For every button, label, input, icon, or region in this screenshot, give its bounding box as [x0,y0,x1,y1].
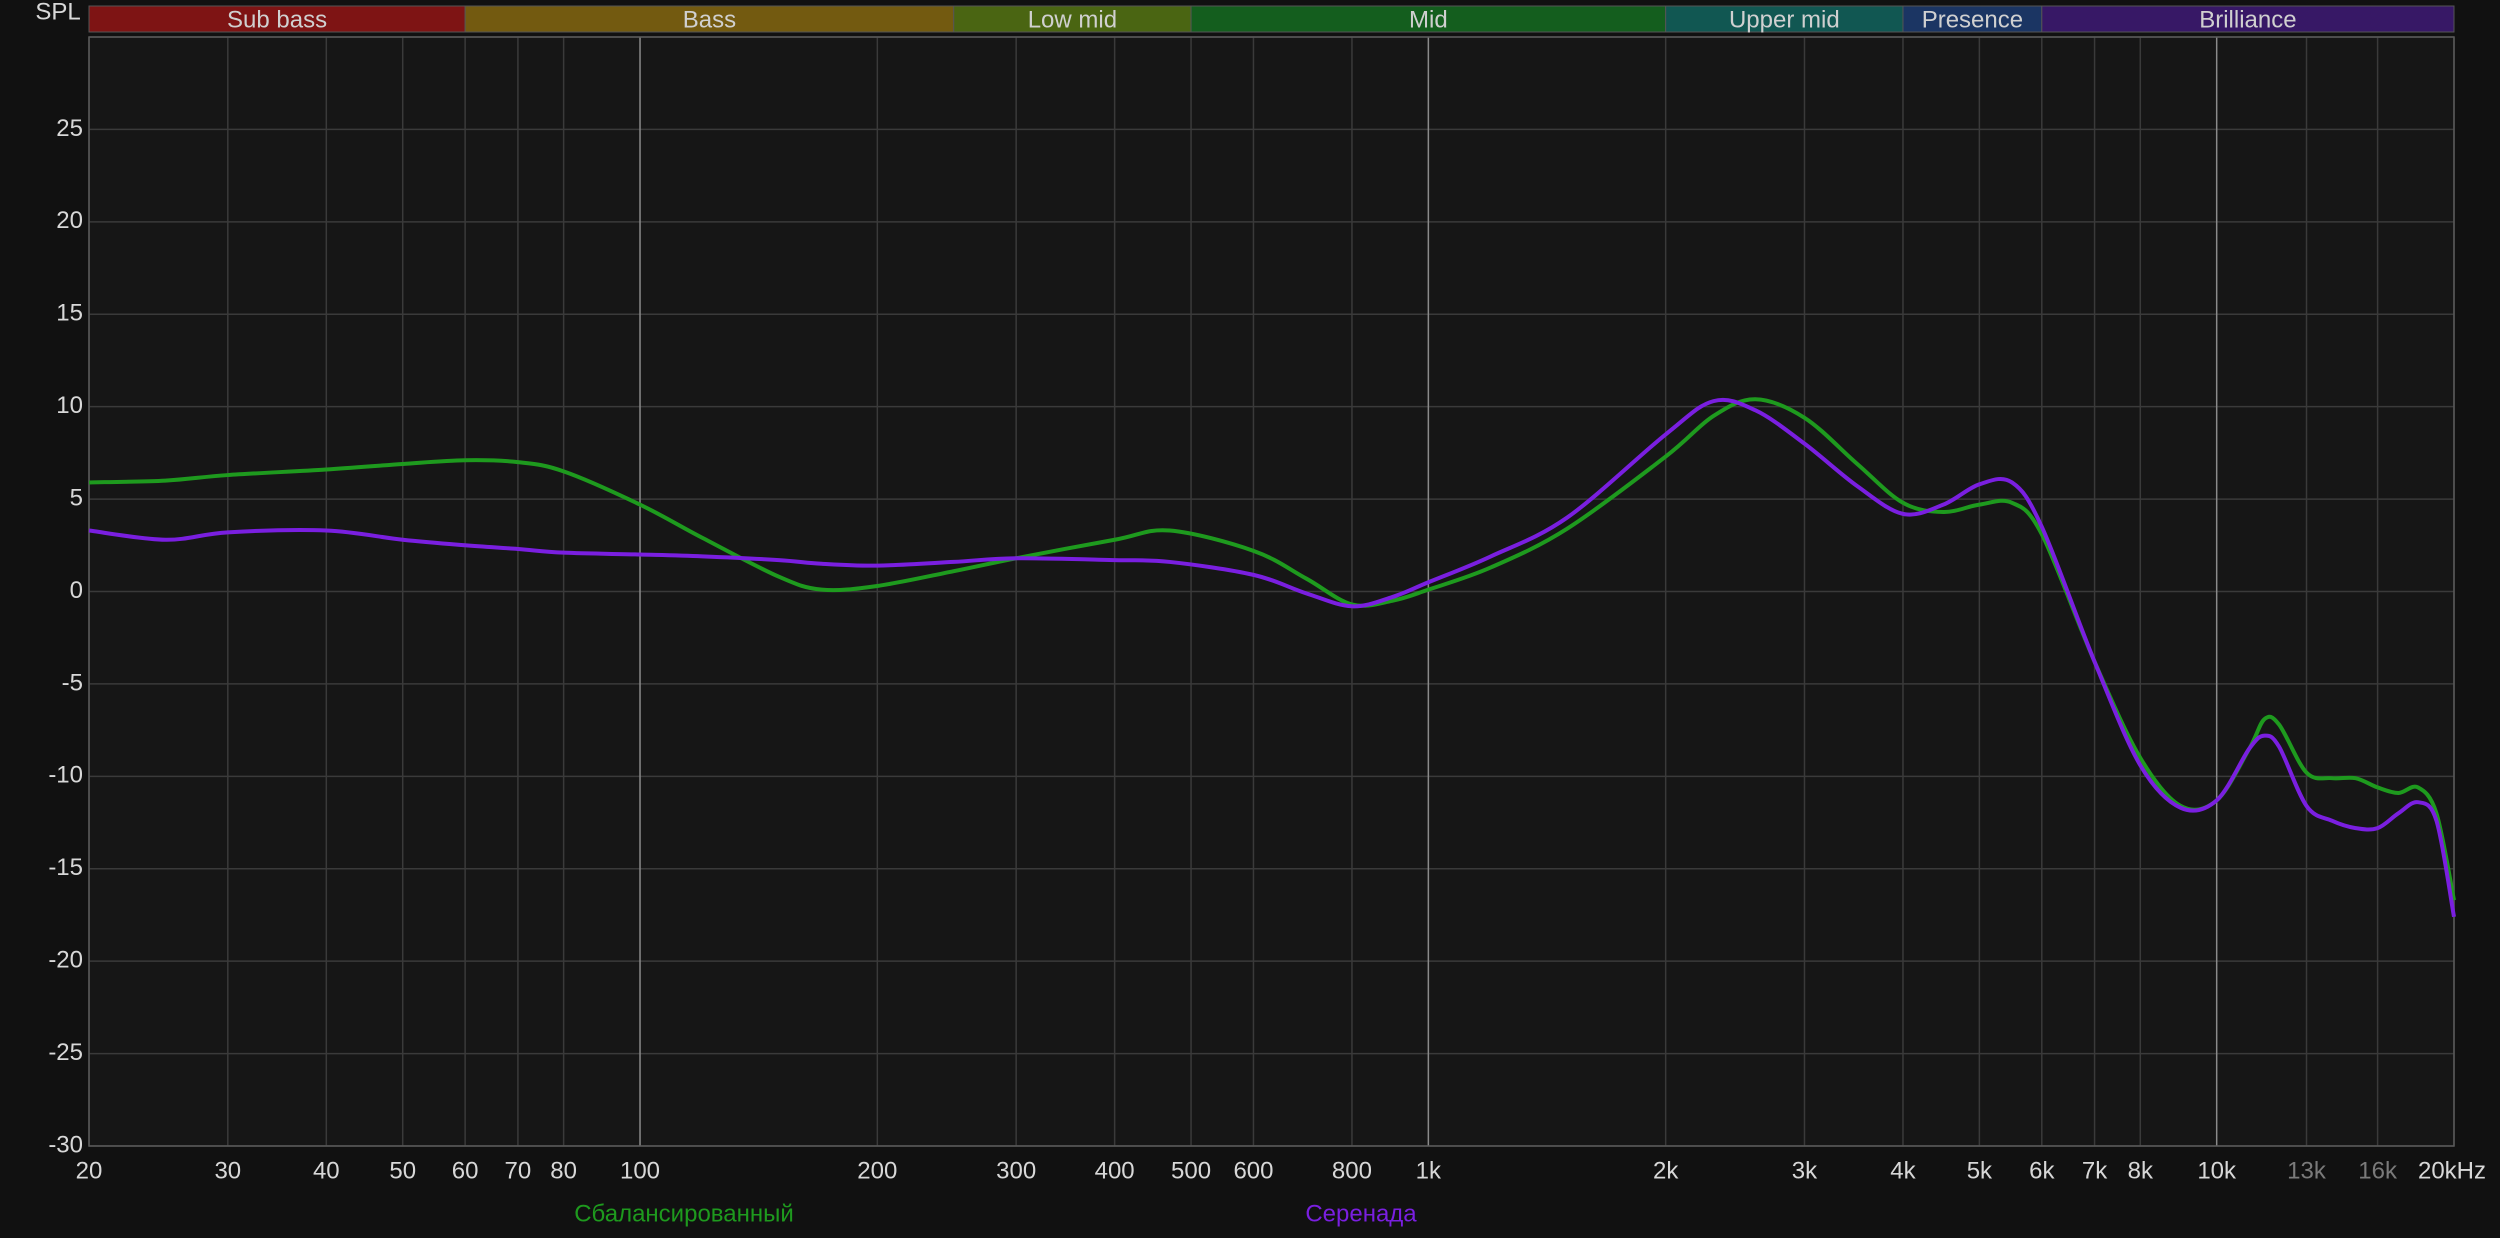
y-tick-label: 10 [56,392,83,419]
x-tick-label: 2k [1653,1157,1679,1184]
x-tick-label: 16k [2358,1157,2398,1184]
band-label: Upper mid [1729,6,1840,33]
band-label: Brilliance [2199,6,2296,33]
x-tick-label: 40 [313,1157,340,1184]
band-label: Mid [1409,6,1448,33]
band-label: Low mid [1028,6,1117,33]
x-tick-label: 7k [2082,1157,2108,1184]
y-tick-label: 5 [70,484,83,511]
x-tick-label: 4k [1890,1157,1916,1184]
x-tick-label: 300 [996,1157,1036,1184]
x-tick-label: 800 [1332,1157,1372,1184]
line-series [88,397,2456,918]
x-tick-label: 50 [389,1157,416,1184]
legend-entry: Серенада [1305,1200,1417,1227]
x-tick-label: 60 [452,1157,479,1184]
y-tick-label: -5 [62,669,83,696]
y-axis-label: SPL [35,0,80,25]
band [1665,5,1904,33]
x-tick-label: 400 [1095,1157,1135,1184]
y-tick-label: -15 [48,854,83,881]
x-tick-label: 200 [857,1157,897,1184]
x-tick-label: 5k [1967,1157,1993,1184]
band-label: Bass [683,6,736,33]
x-tick-label: 1k [1416,1157,1442,1184]
y-tick-label: -25 [48,1039,83,1066]
x-tick-label: 80 [550,1157,577,1184]
line-series [88,397,2456,901]
y-tick-label: -30 [48,1131,83,1158]
band [2041,5,2455,33]
y-tick-label: 20 [56,207,83,234]
band [88,5,466,33]
y-tick-label: 15 [56,300,83,327]
x-tick-label: 3k [1792,1157,1818,1184]
y-tick-label: -10 [48,762,83,789]
band-label: Sub bass [227,6,327,33]
x-tick-label: 20 [76,1157,103,1184]
plot-frame [88,36,2455,1147]
x-tick-label: 30 [214,1157,241,1184]
band [1902,5,2043,33]
x-tick-label: 13k [2287,1157,2327,1184]
x-tick-label: 70 [505,1157,532,1184]
legend-entry: Сбалансированный [574,1200,794,1227]
x-tick-label: 8k [2128,1157,2154,1184]
band [1190,5,1667,33]
x-tick-label: 500 [1171,1157,1211,1184]
y-tick-label: -20 [48,947,83,974]
x-tick-label: 6k [2029,1157,2055,1184]
x-tick-label: 20kHz [2418,1157,2486,1184]
x-tick-label: 600 [1233,1157,1273,1184]
y-tick-label: 0 [70,577,83,604]
band-label: Presence [1922,6,2023,33]
x-tick-label: 10k [2197,1157,2237,1184]
y-tick-label: 25 [56,115,83,142]
x-tick-label: 100 [620,1157,660,1184]
